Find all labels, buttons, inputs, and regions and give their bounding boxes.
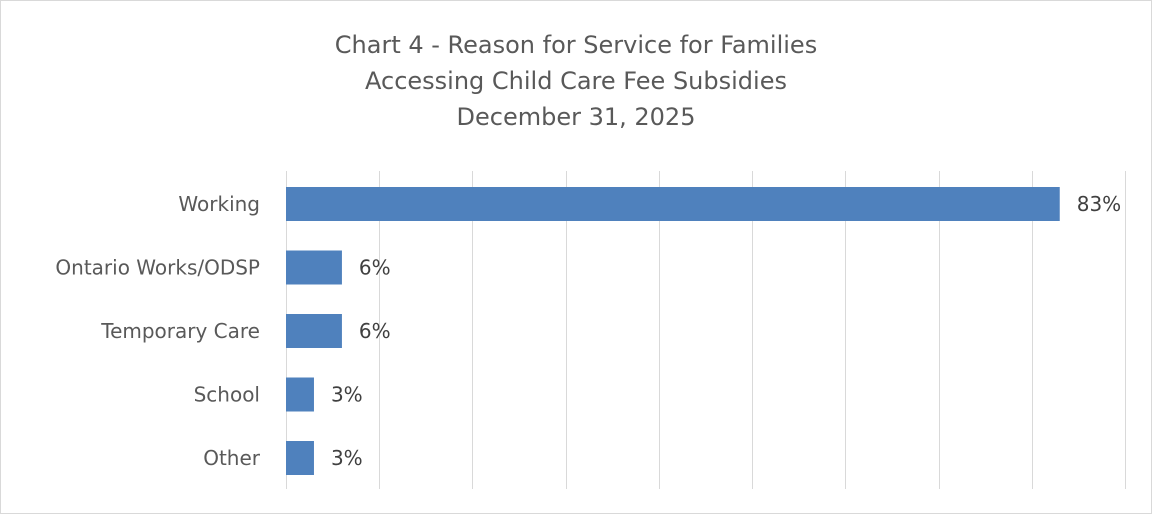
category-label: Ontario Works/ODSP [55, 256, 260, 280]
category-label: Other [203, 446, 261, 470]
bar [286, 187, 1060, 221]
chart-title-line-2: Accessing Child Care Fee Subsidies [365, 67, 787, 95]
data-label: 6% [359, 256, 391, 280]
chart-title-line-3: December 31, 2025 [456, 103, 696, 131]
bar [286, 441, 314, 475]
bar [286, 314, 342, 348]
category-label: Working [178, 192, 260, 216]
data-label: 83% [1077, 192, 1121, 216]
bar [286, 250, 342, 285]
category-label: School [194, 383, 260, 407]
bars [286, 187, 1060, 475]
data-label: 6% [359, 319, 391, 343]
data-label: 3% [331, 383, 363, 407]
chart-title: Chart 4 - Reason for Service for Familie… [1, 27, 1151, 135]
bar [286, 377, 314, 412]
gridlines [286, 171, 1126, 489]
chart-title-line-1: Chart 4 - Reason for Service for Familie… [334, 31, 818, 59]
category-label: Temporary Care [100, 319, 260, 343]
data-labels: 83% 6% 6% 3% 3% [331, 192, 1121, 470]
category-labels: Working Ontario Works/ODSP Temporary Care S… [55, 192, 260, 470]
data-label: 3% [331, 446, 363, 470]
